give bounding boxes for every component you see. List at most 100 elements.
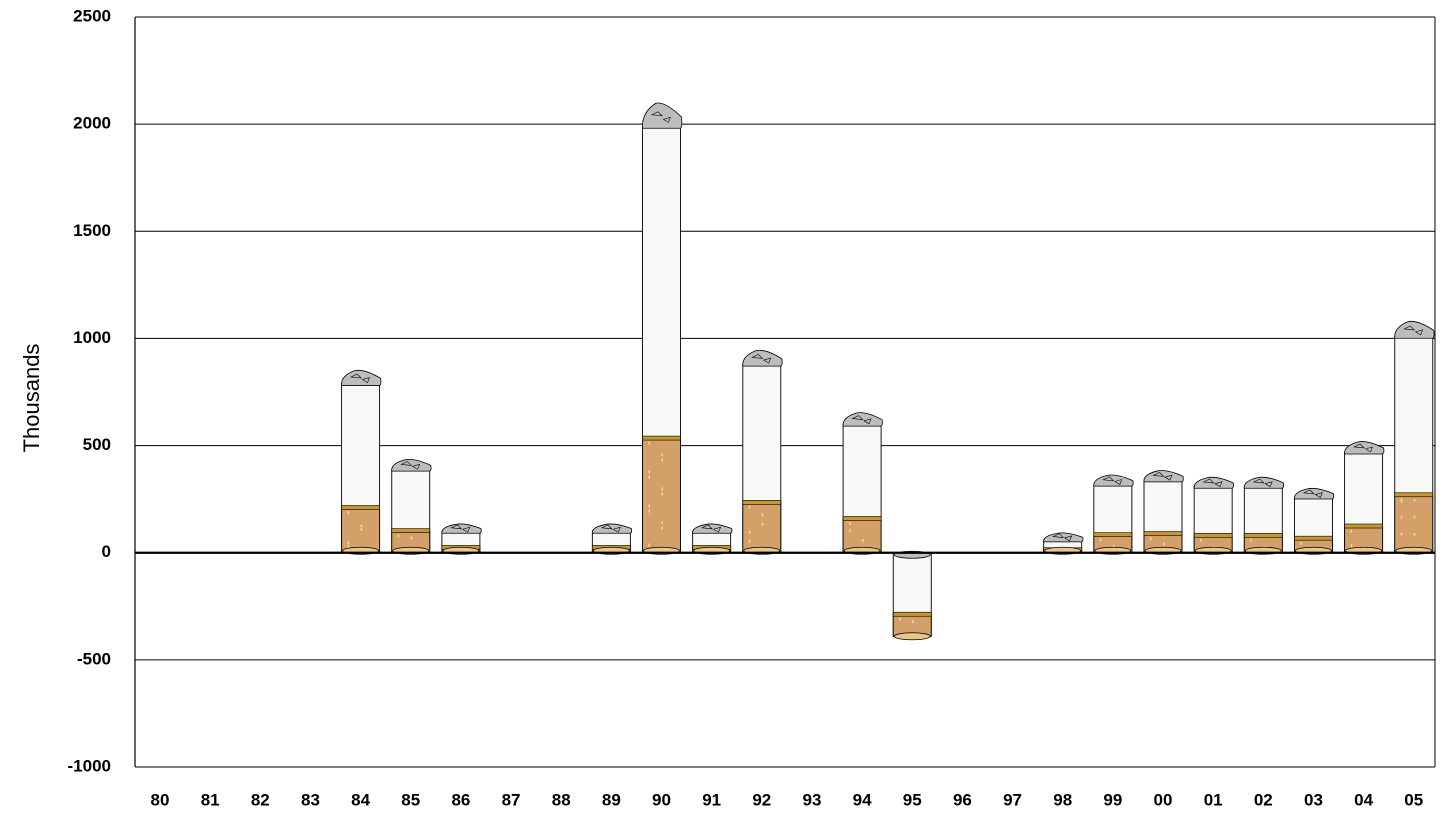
- bar: [642, 102, 683, 555]
- x-tick-label: 80: [151, 790, 170, 809]
- filter-speckle: [648, 543, 650, 547]
- filter-speckle: [1413, 515, 1416, 519]
- y-tick-label: 1000: [73, 328, 111, 347]
- x-tick-label: 98: [1053, 790, 1072, 809]
- bar: [842, 412, 883, 555]
- filter-speckle: [347, 511, 350, 515]
- x-tick-label: 96: [953, 790, 972, 809]
- x-tick-label: 94: [853, 790, 872, 809]
- bar: [1243, 476, 1285, 555]
- filter-speckle: [347, 541, 350, 545]
- filter-speckle: [748, 505, 751, 509]
- ash-detail: [751, 354, 772, 364]
- x-tick-label: 05: [1404, 790, 1423, 809]
- filter-speckle: [648, 441, 650, 445]
- filter-speckle: [849, 529, 851, 533]
- y-tick-label: -500: [77, 649, 111, 668]
- bar-filter: [742, 501, 782, 554]
- bar: [391, 459, 432, 555]
- filter-speckle: [347, 545, 350, 549]
- x-tick-label: 90: [652, 790, 671, 809]
- y-tick-label: 2500: [73, 6, 111, 25]
- filter-speckle: [1413, 532, 1416, 536]
- bar: [742, 349, 783, 555]
- bars: [341, 102, 1435, 641]
- filter-speckle: [1350, 529, 1353, 533]
- filter-speckle: [661, 492, 663, 496]
- bar: [692, 523, 733, 555]
- bar-filter: [1394, 493, 1434, 554]
- bar-filter-band: [1394, 492, 1434, 498]
- filter-speckle: [1350, 544, 1353, 548]
- x-tick-label: 89: [602, 790, 621, 809]
- x-tick-label: 87: [502, 790, 521, 809]
- filter-speckle: [862, 539, 864, 542]
- x-tick-label: 01: [1204, 790, 1223, 809]
- x-tick-label: 91: [702, 790, 721, 809]
- filter-speckle: [661, 526, 663, 530]
- filter-speckle: [912, 620, 914, 624]
- filter-speckle: [849, 522, 851, 525]
- x-tick-label: 88: [552, 790, 571, 809]
- x-tick-label: 83: [301, 790, 320, 809]
- filter-speckle: [899, 617, 901, 621]
- ash-detail: [350, 373, 371, 384]
- filter-speckle: [1413, 498, 1416, 502]
- filter-speckle: [661, 521, 663, 525]
- y-tick-label: 1500: [73, 221, 111, 240]
- bar: [1193, 476, 1234, 555]
- y-tick-label: 2000: [73, 114, 111, 133]
- bar: [1394, 320, 1435, 555]
- x-tick-label: 81: [201, 790, 220, 809]
- filter-speckle: [397, 534, 400, 538]
- bar: [892, 550, 932, 641]
- x-tick-label: 04: [1354, 790, 1373, 809]
- ash-detail: [1403, 325, 1424, 336]
- bar-filter-band: [892, 611, 932, 617]
- y-tick-label: 0: [102, 542, 111, 561]
- ash-detail: [600, 524, 621, 533]
- filter-speckle: [1099, 538, 1102, 542]
- y-axis-label: Thousands: [19, 344, 44, 453]
- filter-speckle: [360, 528, 363, 532]
- filter-speckle: [648, 509, 650, 513]
- ash-detail: [1202, 478, 1223, 488]
- bar: [1143, 470, 1184, 555]
- ash-detail: [851, 415, 872, 425]
- filter-speckle: [1200, 538, 1202, 542]
- filter-speckle: [1250, 538, 1252, 542]
- filter-speckle: [1163, 542, 1165, 546]
- x-tick-label: 92: [752, 790, 771, 809]
- bar-filter-band: [1093, 532, 1133, 538]
- filter-speckle: [1300, 541, 1302, 545]
- bar: [441, 523, 482, 555]
- ash-detail: [1302, 489, 1323, 498]
- x-tick-label: 84: [351, 790, 370, 809]
- ash-detail: [1052, 533, 1073, 542]
- x-tick-label: 82: [251, 790, 270, 809]
- bar: [591, 523, 633, 555]
- ash-detail: [701, 524, 722, 533]
- bar-filter-band: [842, 516, 882, 521]
- bar-filter-band: [742, 499, 782, 505]
- filter-speckle: [410, 536, 413, 540]
- x-tick-label: 93: [802, 790, 821, 809]
- filter-speckle: [761, 522, 764, 526]
- filter-speckle: [661, 487, 663, 491]
- filter-speckle: [748, 539, 751, 543]
- bar-filter-band: [341, 505, 380, 510]
- bar: [1293, 487, 1335, 555]
- ash-detail: [1353, 443, 1374, 453]
- x-tick-label: 99: [1103, 790, 1122, 809]
- ash-detail: [1152, 472, 1173, 481]
- filter-speckle: [1400, 532, 1403, 536]
- x-tick-label: 95: [903, 790, 922, 809]
- x-tick-label: 02: [1254, 790, 1273, 809]
- x-tick-label: 03: [1304, 790, 1323, 809]
- bar: [1043, 532, 1084, 555]
- bar-filter-band: [1143, 531, 1183, 536]
- x-tick-label: 00: [1154, 790, 1173, 809]
- filter-speckle: [1112, 544, 1115, 548]
- bar: [341, 369, 382, 555]
